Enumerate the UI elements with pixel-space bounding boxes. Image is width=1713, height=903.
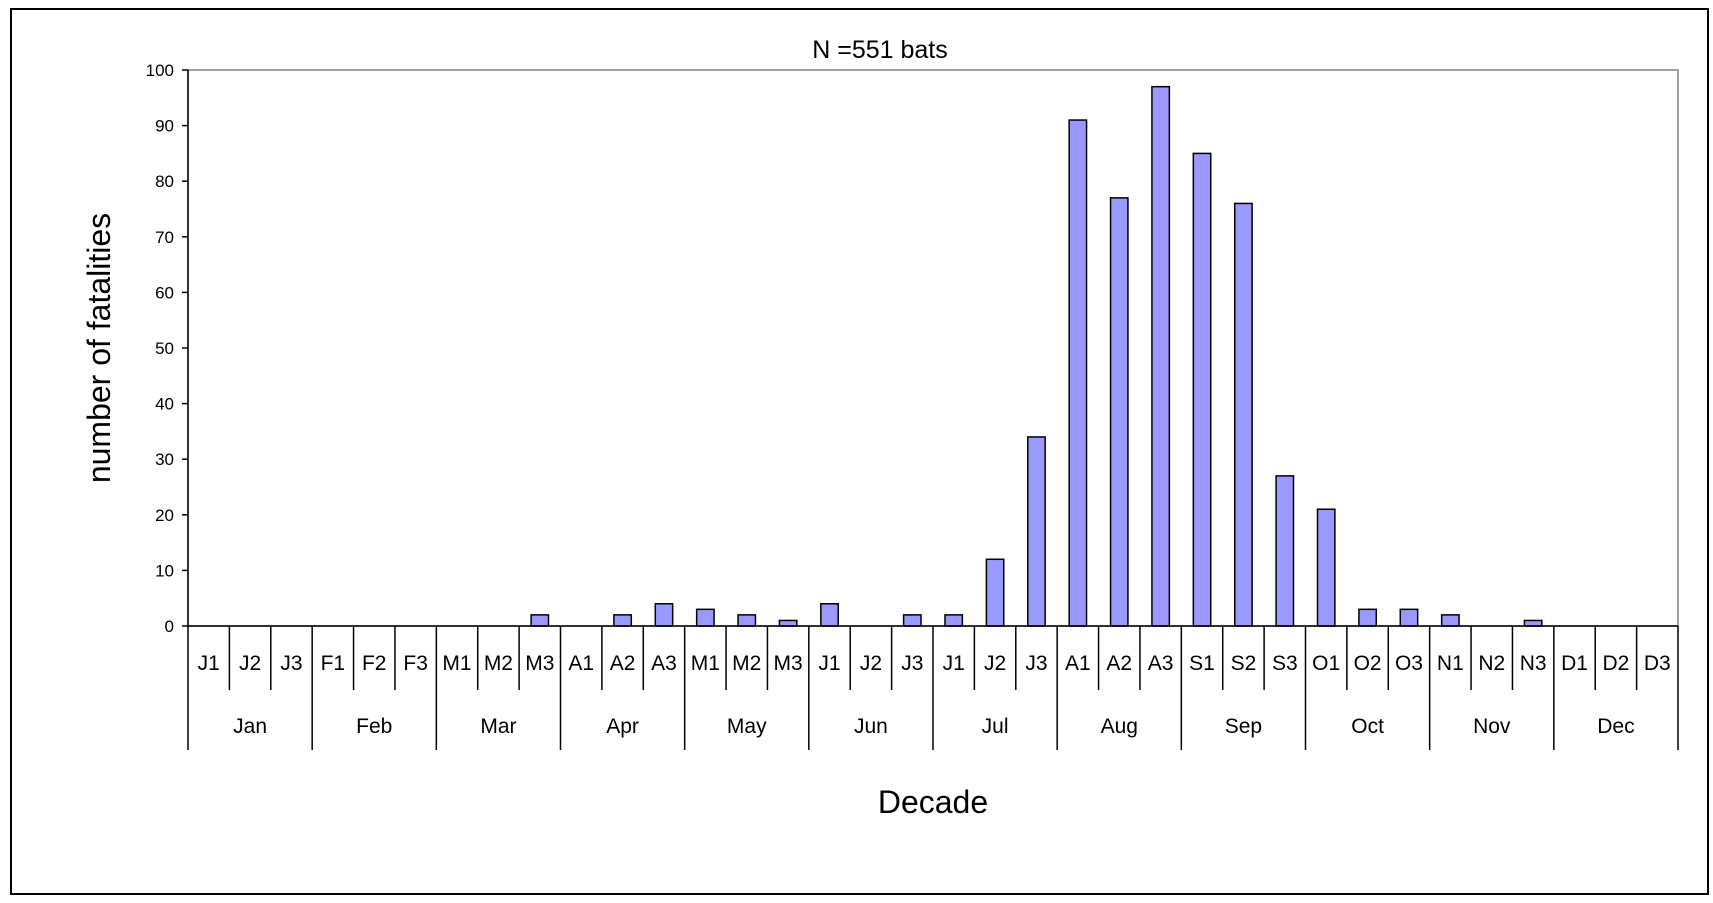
y-tick-label: 70	[155, 228, 174, 247]
month-label: Feb	[356, 715, 392, 738]
y-tick-label: 90	[155, 117, 174, 136]
bar	[1068, 119, 1088, 627]
x-tick-label: A2	[1106, 652, 1132, 675]
x-tick-label: F1	[321, 652, 346, 675]
x-tick-label: F3	[403, 652, 428, 675]
month-label: Sep	[1225, 715, 1262, 738]
bar	[1316, 508, 1336, 627]
x-tick-label: D1	[1561, 652, 1588, 675]
x-tick-label: N2	[1478, 652, 1505, 675]
month-label: Jul	[982, 715, 1009, 738]
x-tick-label: S2	[1231, 652, 1257, 675]
month-label: May	[727, 715, 767, 738]
y-tick-label: 60	[155, 283, 174, 302]
bar	[985, 558, 1005, 627]
bar	[695, 608, 715, 627]
x-axis-label: Decade	[878, 784, 988, 820]
month-label: Mar	[480, 715, 516, 738]
x-tick-label: S1	[1189, 652, 1215, 675]
bar	[1192, 152, 1212, 627]
y-tick-label: 80	[155, 172, 174, 191]
plot-area: 0 10 20 30 40 50 60 70 80 90 100 J1 J2 J3 F1 F2 F3 M1 M2 M3…	[146, 61, 1679, 750]
bar	[1523, 619, 1543, 627]
x-tick-label: J3	[901, 652, 923, 675]
bar	[654, 603, 674, 627]
outer-frame	[10, 8, 1709, 895]
x-tick-label: J3	[280, 652, 302, 675]
y-tick-label: 20	[155, 506, 174, 525]
x-tick-label: J2	[239, 652, 261, 675]
x-tick-label: O1	[1312, 652, 1340, 675]
x-tick-label: M1	[691, 652, 720, 675]
y-tick-label: 0	[165, 617, 174, 636]
bar	[1151, 85, 1171, 627]
bar	[1399, 608, 1419, 627]
x-tick-label: A2	[610, 652, 636, 675]
x-tick-label: N3	[1520, 652, 1547, 675]
bar	[613, 614, 633, 627]
bar	[902, 614, 922, 627]
x-tick-label: J1	[198, 652, 220, 675]
bar	[1233, 202, 1253, 627]
x-tick-label: J1	[943, 652, 965, 675]
x-tick-label: F2	[362, 652, 387, 675]
x-tick-label: M2	[484, 652, 513, 675]
y-axis-label: number of fatalities	[81, 213, 117, 483]
y-tick-label: 40	[155, 395, 174, 414]
month-label: Apr	[606, 715, 639, 738]
bar	[1109, 197, 1129, 627]
x-tick-label: S3	[1272, 652, 1298, 675]
chart-title: N =551 bats	[812, 36, 948, 64]
x-tick-label: A1	[1065, 652, 1091, 675]
x-tick-label: A1	[568, 652, 594, 675]
y-tick-label: 100	[146, 61, 174, 80]
bar	[1275, 475, 1295, 627]
bar	[820, 603, 839, 627]
x-tick-label: J3	[1025, 652, 1047, 675]
x-tick-label: M3	[525, 652, 554, 675]
x-tick-label: M1	[442, 652, 471, 675]
month-label: Oct	[1351, 715, 1384, 738]
month-label: Nov	[1473, 715, 1511, 738]
month-label: Aug	[1101, 715, 1138, 738]
x-tick-label: M2	[732, 652, 761, 675]
x-tick-label: N1	[1437, 652, 1464, 675]
y-tick-label: 50	[155, 339, 174, 358]
x-tick-label: D2	[1602, 652, 1629, 675]
x-tick-label: D3	[1644, 652, 1671, 675]
bar	[1027, 436, 1046, 627]
x-tick-label: J1	[818, 652, 840, 675]
bar	[737, 614, 757, 627]
x-tick-label: J2	[984, 652, 1006, 675]
bar	[530, 614, 550, 627]
x-tick-label: A3	[651, 652, 677, 675]
bar	[1358, 608, 1378, 627]
y-tick-label: 30	[155, 450, 174, 469]
x-tick-label: O2	[1354, 652, 1382, 675]
month-label: Dec	[1597, 715, 1634, 738]
x-tick-label: A3	[1148, 652, 1174, 675]
bar	[944, 614, 964, 627]
x-tick-label: O3	[1395, 652, 1423, 675]
y-tick-label: 10	[155, 561, 174, 580]
x-tick-label: J2	[860, 652, 882, 675]
month-label: Jun	[854, 715, 888, 738]
x-tick-label: M3	[774, 652, 803, 675]
month-label: Jan	[233, 715, 267, 738]
bar	[778, 619, 798, 627]
bar	[1440, 614, 1460, 627]
